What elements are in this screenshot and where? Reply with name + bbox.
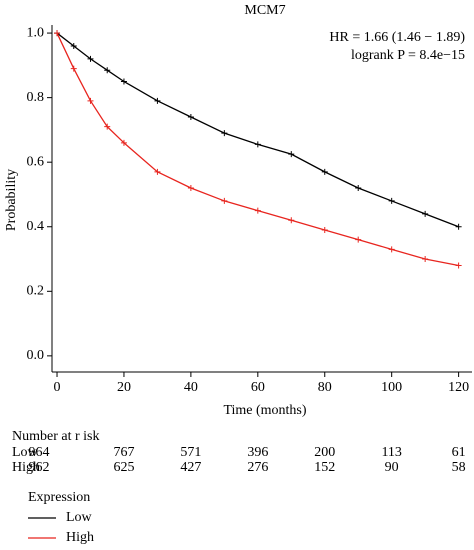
censor-mark — [104, 67, 111, 74]
censor-mark — [288, 217, 295, 224]
risk-row-name: Low — [12, 445, 39, 460]
censor-mark — [388, 197, 395, 204]
censor-mark — [87, 55, 94, 62]
x-tick-label: 0 — [54, 380, 61, 395]
censor-mark — [254, 141, 261, 148]
censor-mark — [87, 97, 94, 104]
censor-mark — [187, 185, 194, 192]
risk-value: 396 — [247, 445, 268, 460]
censor-mark — [422, 210, 429, 217]
annotation: logrank P = 8.4e−15 — [351, 48, 465, 63]
risk-value: 964 — [29, 445, 50, 460]
censor-mark — [120, 78, 127, 85]
risk-value: 767 — [113, 445, 134, 460]
censor-mark — [70, 65, 77, 72]
legend-label: High — [66, 530, 94, 545]
risk-table-title: Number at r isk — [12, 429, 99, 444]
risk-value: 113 — [381, 445, 401, 460]
censor-mark — [54, 30, 61, 37]
censor-mark — [355, 236, 362, 243]
censor-mark — [321, 168, 328, 175]
censor-mark — [104, 123, 111, 130]
risk-value: 58 — [452, 460, 466, 475]
censor-mark — [422, 256, 429, 263]
risk-value: 571 — [180, 445, 201, 460]
censor-mark — [355, 185, 362, 192]
censor-mark — [455, 223, 462, 230]
risk-value: 427 — [180, 460, 201, 475]
legend-title: Expression — [28, 490, 90, 505]
censor-mark — [221, 130, 228, 137]
censor-mark — [254, 207, 261, 214]
x-tick-label: 20 — [117, 380, 131, 395]
x-tick-label: 80 — [318, 380, 332, 395]
risk-value: 962 — [29, 460, 50, 475]
risk-value: 276 — [247, 460, 268, 475]
censor-mark — [187, 113, 194, 120]
x-tick-label: 100 — [381, 380, 402, 395]
censor-mark — [154, 168, 161, 175]
y-tick-label: 0.2 — [27, 284, 45, 299]
chart-title: MCM7 — [244, 3, 285, 18]
y-tick-label: 0.6 — [27, 154, 45, 169]
x-axis-label: Time (months) — [223, 403, 306, 418]
risk-value: 61 — [452, 445, 466, 460]
censor-mark — [288, 151, 295, 158]
y-axis-label: Probability — [4, 169, 19, 231]
y-tick-label: 1.0 — [27, 25, 45, 40]
risk-value: 200 — [314, 445, 335, 460]
legend-label: Low — [66, 510, 93, 525]
censor-mark — [120, 139, 127, 146]
risk-value: 90 — [385, 460, 399, 475]
censor-mark — [221, 197, 228, 204]
x-tick-label: 40 — [184, 380, 198, 395]
annotation: HR = 1.66 (1.46 − 1.89) — [329, 30, 465, 45]
survival-curve — [56, 32, 459, 267]
x-tick-label: 120 — [448, 380, 469, 395]
censor-mark — [154, 97, 161, 104]
y-tick-label: 0.4 — [27, 219, 45, 234]
risk-value: 625 — [113, 460, 134, 475]
y-tick-label: 0.0 — [27, 348, 45, 363]
censor-mark — [388, 246, 395, 253]
x-tick-label: 60 — [251, 380, 265, 395]
risk-row-name: High — [12, 460, 40, 475]
censor-mark — [70, 42, 77, 49]
censor-mark — [455, 262, 462, 269]
risk-value: 152 — [314, 460, 335, 475]
censor-mark — [321, 226, 328, 233]
y-tick-label: 0.8 — [27, 90, 45, 105]
